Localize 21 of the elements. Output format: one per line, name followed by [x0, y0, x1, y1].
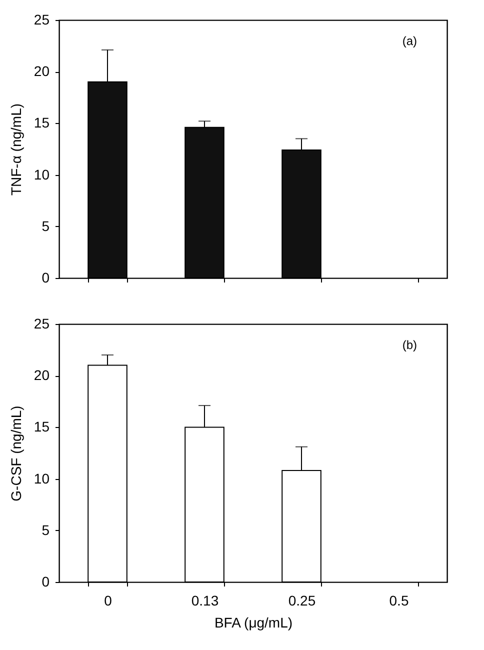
y-tick-label: 10 — [34, 166, 50, 182]
y-tick-label: 25 — [34, 316, 50, 332]
y-tick-label: 5 — [42, 218, 50, 234]
y-tick-label: 15 — [34, 114, 50, 131]
y-axis-title: G-CSF (ng/mL) — [8, 406, 24, 502]
y-tick-label: 10 — [34, 470, 50, 486]
annotation: (b) — [402, 338, 417, 352]
y-tick-label: 15 — [34, 418, 50, 435]
y-tick-label: 5 — [42, 522, 50, 538]
annotation: (a) — [402, 34, 417, 48]
x-tick-label: 0.13 — [191, 592, 219, 608]
y-tick-label: 20 — [34, 367, 50, 384]
y-tick-label: 25 — [34, 12, 50, 28]
x-tick-label: 0.5 — [389, 592, 409, 608]
x-tick-label: 0.25 — [288, 592, 316, 608]
y-tick-label: 0 — [42, 270, 50, 286]
y-tick-label: 20 — [34, 63, 50, 80]
x-axis-title: BFA (μg/mL) — [214, 614, 293, 630]
x-tick-label: 0 — [104, 592, 112, 608]
y-axis-title: TNF-α (ng/mL) — [8, 103, 24, 196]
y-tick-label: 0 — [42, 574, 50, 590]
